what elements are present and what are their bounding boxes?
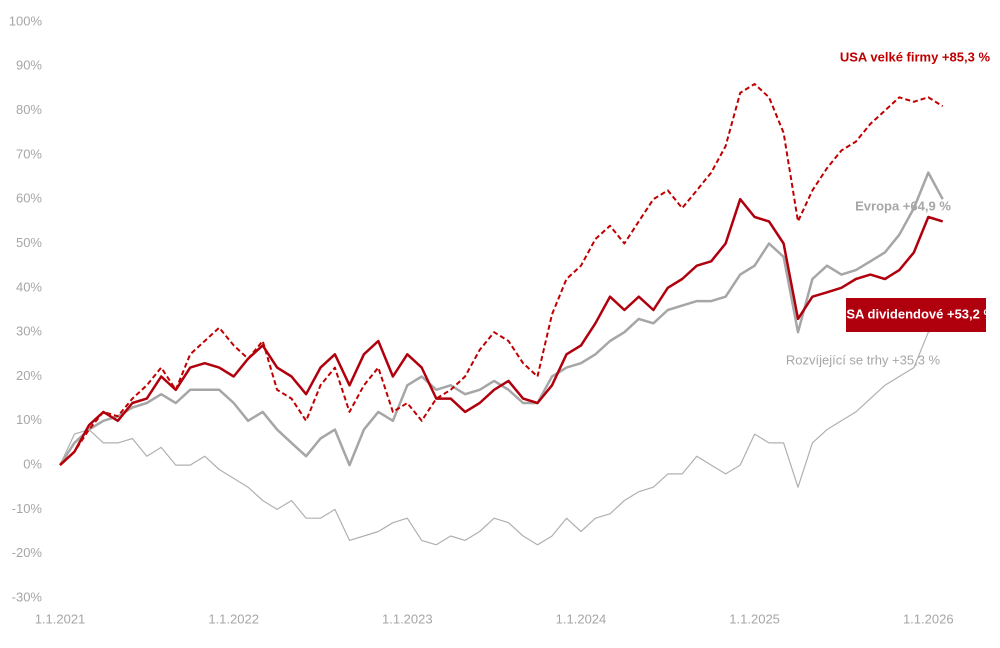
series-line: [59, 197, 944, 467]
y-tick-label: 50%: [16, 235, 42, 250]
y-tick-label: 70%: [16, 146, 42, 161]
y-tick-label: 20%: [16, 368, 42, 383]
series-label: USA dividendové +53,2 %: [837, 306, 996, 321]
series-line: [59, 83, 944, 466]
x-tick-label: 1.1.2023: [382, 611, 433, 626]
y-tick-label: 80%: [16, 102, 42, 117]
series-label: USA velké firmy +85,3 %: [840, 49, 991, 64]
series-line: [59, 327, 943, 546]
label-box: [846, 298, 986, 332]
x-tick-label: 1.1.2026: [903, 611, 954, 626]
series-label: Evropa +64,9 %: [855, 198, 951, 213]
y-tick-label: 90%: [16, 58, 42, 73]
y-tick-label: -20%: [12, 545, 43, 560]
y-tick-label: 30%: [16, 324, 42, 339]
x-tick-label: 1.1.2022: [208, 611, 259, 626]
x-tick-label: 1.1.2021: [35, 611, 86, 626]
x-tick-label: 1.1.2024: [556, 611, 607, 626]
y-tick-label: -10%: [12, 501, 43, 516]
x-tick-label: 1.1.2025: [729, 611, 780, 626]
y-tick-label: 100%: [9, 13, 43, 28]
y-tick-label: 10%: [16, 412, 42, 427]
y-tick-label: -30%: [12, 589, 43, 604]
y-tick-label: 40%: [16, 279, 42, 294]
series-line: [58, 171, 944, 467]
y-tick-label: 0%: [23, 457, 42, 472]
series-label: Rozvíjející se trhy +35,3 %: [786, 352, 941, 367]
y-tick-label: 60%: [16, 191, 42, 206]
